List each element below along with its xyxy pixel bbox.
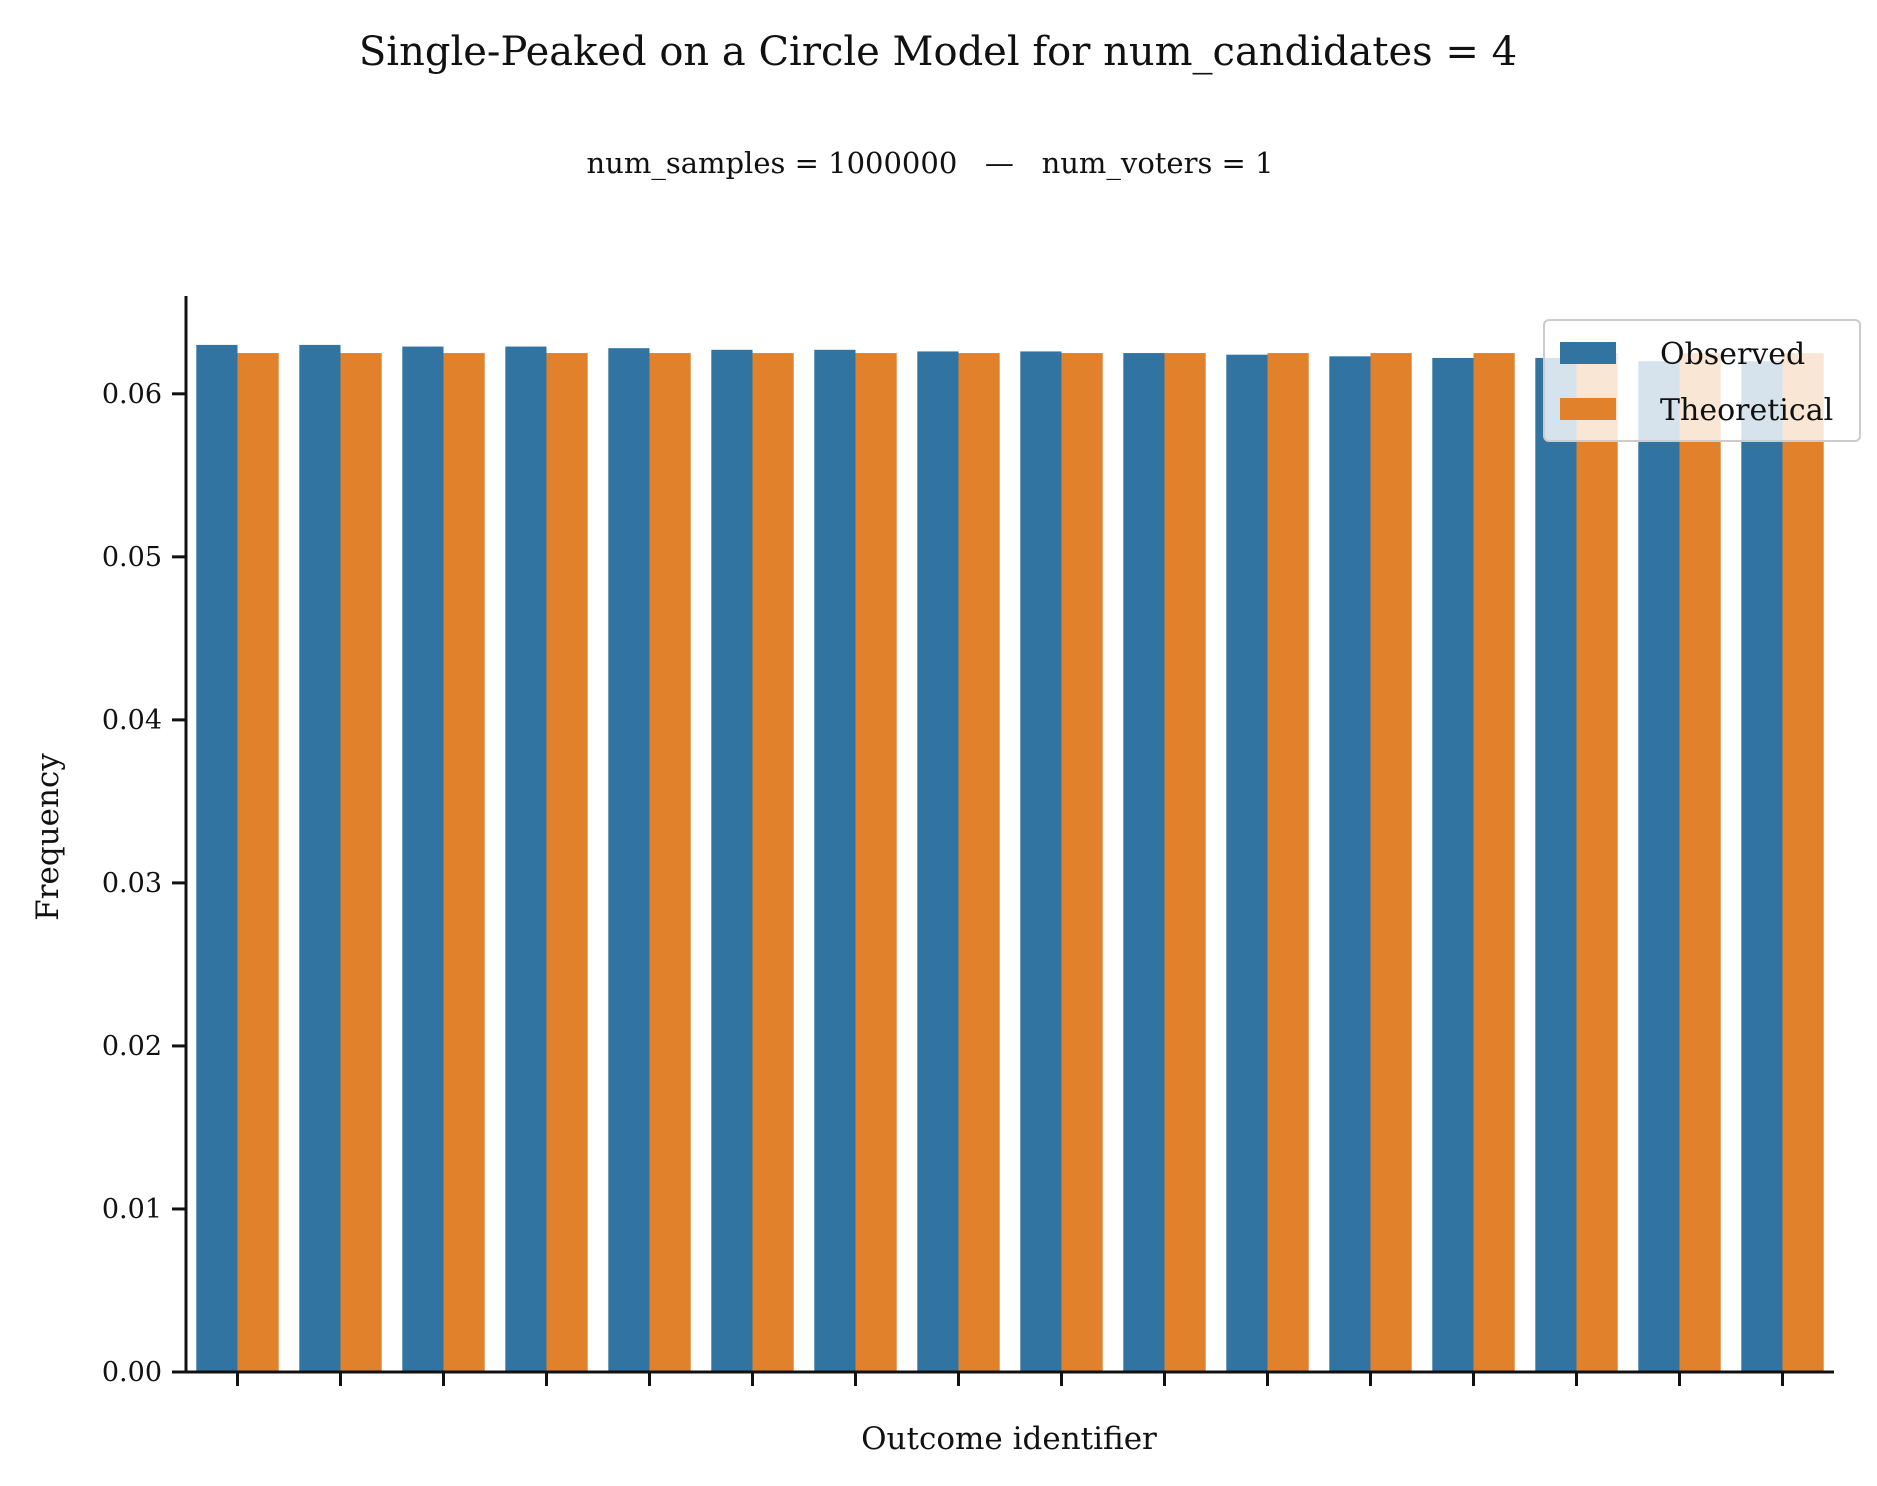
- y-tick-label: 0.04: [102, 705, 162, 736]
- x-ticks-group: [236, 1372, 1784, 1386]
- y-tick-label: 0.02: [102, 1031, 162, 1062]
- y-tick-label: 0.01: [102, 1194, 162, 1225]
- chart-subtitle: num_samples = 1000000 — num_voters = 1: [586, 146, 1273, 181]
- bar-theoretical-11: [1267, 353, 1309, 1372]
- legend-swatch-theoretical: [1560, 398, 1616, 420]
- legend-box: [1543, 319, 1861, 442]
- y-ticks-group: 0.00 0.01 0.02 0.03 0.04 0.05 0.06: [102, 379, 186, 1388]
- x-axis-label: Outcome identifier: [861, 1421, 1157, 1457]
- y-tick-label: 0.06: [102, 379, 162, 410]
- bar-observed-14: [1535, 357, 1577, 1372]
- y-axis-label: Frequency: [30, 753, 66, 921]
- bars-group: [196, 344, 1824, 1373]
- bar-observed-6: [711, 349, 753, 1372]
- y-tick-label: 0.05: [102, 542, 162, 573]
- bar-theoretical-3: [443, 353, 485, 1372]
- bar-observed-9: [1020, 351, 1062, 1372]
- bar-theoretical-7: [855, 353, 897, 1372]
- bar-theoretical-16: [1782, 353, 1824, 1372]
- bar-observed-11: [1226, 354, 1268, 1372]
- bar-observed-15: [1638, 361, 1680, 1373]
- bar-observed-1: [196, 344, 238, 1372]
- bar-theoretical-4: [546, 353, 588, 1372]
- legend-label-theoretical: Theoretical: [1660, 393, 1833, 428]
- bar-observed-4: [505, 346, 547, 1372]
- bar-observed-10: [1123, 353, 1165, 1372]
- bar-observed-16: [1741, 361, 1783, 1373]
- y-tick-label: 0.03: [102, 868, 162, 899]
- bar-theoretical-5: [649, 353, 691, 1372]
- bar-observed-12: [1329, 356, 1371, 1372]
- bar-observed-7: [814, 349, 856, 1372]
- bar-theoretical-15: [1679, 353, 1721, 1372]
- bar-theoretical-9: [1061, 353, 1103, 1372]
- bar-observed-8: [917, 351, 959, 1372]
- bar-theoretical-8: [958, 353, 1000, 1372]
- bar-observed-2: [299, 344, 341, 1372]
- legend-label-observed: Observed: [1660, 337, 1805, 372]
- bar-theoretical-13: [1473, 353, 1515, 1372]
- chart-title: Single-Peaked on a Circle Model for num_…: [359, 29, 1517, 75]
- bar-observed-3: [402, 346, 444, 1372]
- bar-theoretical-12: [1370, 353, 1412, 1372]
- legend: Observed Theoretical: [1543, 319, 1861, 442]
- y-tick-label: 0.00: [102, 1357, 162, 1388]
- bar-theoretical-14: [1576, 353, 1618, 1372]
- legend-swatch-observed: [1560, 342, 1616, 364]
- bar-theoretical-2: [340, 353, 382, 1372]
- bar-observed-13: [1432, 357, 1474, 1372]
- bar-observed-5: [608, 348, 650, 1372]
- bar-theoretical-10: [1164, 353, 1206, 1372]
- axes-group: [184, 296, 1834, 1374]
- bar-theoretical-6: [752, 353, 794, 1372]
- bar-theoretical-1: [237, 353, 279, 1372]
